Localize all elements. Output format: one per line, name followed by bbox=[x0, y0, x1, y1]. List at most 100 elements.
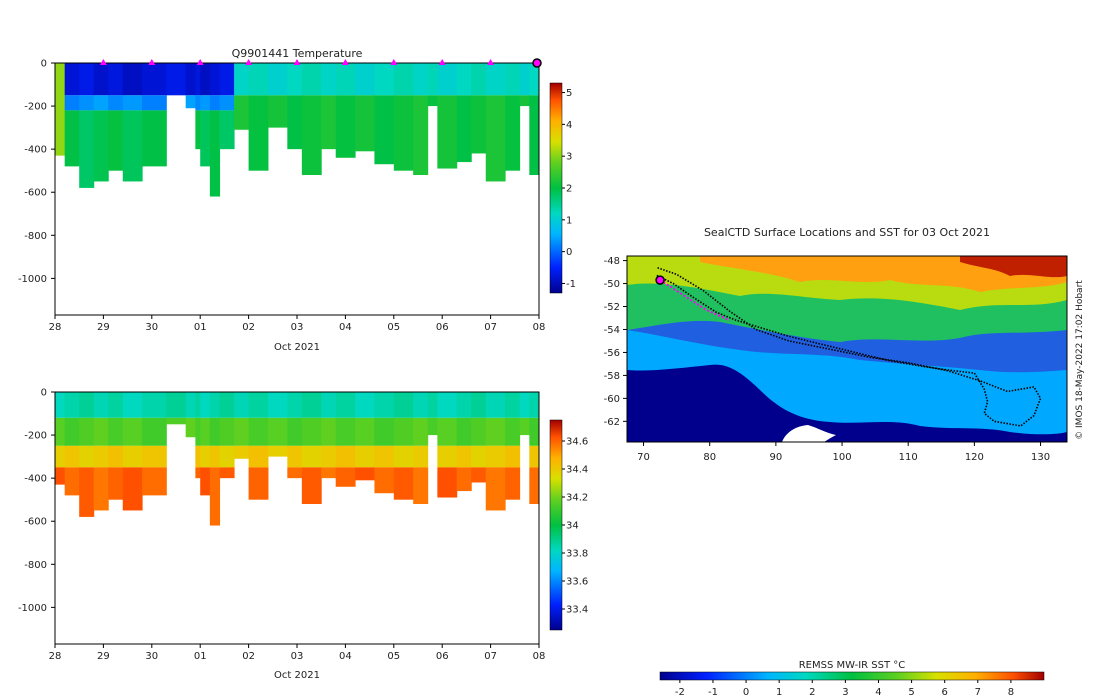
heatmap-cell bbox=[413, 63, 429, 96]
heatmap-cell bbox=[64, 417, 80, 446]
heatmap-cell bbox=[393, 392, 414, 418]
x-tick-label: 06 bbox=[436, 651, 449, 662]
heatmap-cell bbox=[234, 445, 250, 459]
heatmap-cell bbox=[287, 392, 303, 418]
heatmap-cell bbox=[529, 63, 539, 96]
heatmap-cell bbox=[195, 110, 201, 150]
heatmap-cell bbox=[456, 467, 472, 492]
heatmap-cell bbox=[393, 467, 414, 500]
heatmap-cell bbox=[393, 445, 414, 468]
heatmap-cell bbox=[374, 392, 395, 418]
map-y-tick-label: -52 bbox=[604, 302, 620, 313]
heatmap-cell bbox=[122, 445, 143, 468]
heatmap-cell bbox=[427, 63, 438, 96]
sst-colorbar-tick-label: 2 bbox=[809, 687, 815, 698]
heatmap-cell bbox=[209, 63, 221, 96]
map-y-tick-label: -62 bbox=[604, 417, 620, 428]
heatmap-cell bbox=[209, 110, 221, 197]
heatmap-cell bbox=[93, 63, 109, 96]
heatmap-cell bbox=[142, 417, 167, 446]
heatmap-cell bbox=[200, 95, 211, 111]
sst-colorbar-tick-label: 6 bbox=[942, 687, 948, 698]
x-tick-label: 08 bbox=[533, 651, 546, 662]
heatmap-cell bbox=[456, 445, 472, 468]
heatmap-cell bbox=[335, 95, 356, 158]
heatmap-cell bbox=[529, 445, 539, 468]
heatmap-cell bbox=[185, 95, 196, 109]
heatmap-cell bbox=[335, 63, 356, 96]
heatmap-cell bbox=[529, 392, 539, 418]
heatmap-cell bbox=[234, 63, 250, 96]
heatmap-cell bbox=[200, 467, 211, 496]
heatmap-cell bbox=[248, 417, 269, 446]
y-tick-label: -1000 bbox=[18, 603, 47, 614]
heatmap-cell bbox=[142, 392, 167, 418]
sst-colorbar-tick-label: 1 bbox=[776, 687, 782, 698]
heatmap-cell bbox=[64, 392, 80, 418]
map-x-tick-label: 70 bbox=[637, 452, 650, 463]
sst-colorbar-tick-label: 0 bbox=[743, 687, 749, 698]
heatmap-cell bbox=[200, 110, 211, 167]
x-tick-label: 02 bbox=[242, 651, 255, 662]
heatmap-cell bbox=[321, 417, 337, 446]
x-tick-label: 01 bbox=[194, 651, 207, 662]
colorbar-tick-label: 0 bbox=[566, 247, 572, 258]
heatmap-cell bbox=[485, 63, 506, 96]
heatmap-cell bbox=[64, 110, 80, 167]
x-tick-label: 05 bbox=[387, 322, 400, 333]
x-tick-label: 30 bbox=[145, 322, 158, 333]
salinity-x-axis: 28 29 30 01 02 03 04 05 06 07 08 bbox=[49, 644, 546, 662]
profile-marker bbox=[487, 59, 495, 65]
heatmap-cell bbox=[301, 95, 322, 175]
heatmap-cell bbox=[93, 467, 109, 511]
heatmap-cell bbox=[248, 467, 269, 500]
profile-marker bbox=[196, 59, 204, 65]
colorbar-tick-label: -1 bbox=[566, 279, 576, 290]
heatmap-cell bbox=[355, 95, 375, 152]
heatmap-cell bbox=[79, 95, 95, 111]
heatmap-cell bbox=[122, 63, 143, 96]
heatmap-cell bbox=[267, 95, 288, 128]
heatmap-cell bbox=[195, 445, 201, 468]
heatmap-cell bbox=[185, 417, 196, 438]
heatmap-cell bbox=[413, 445, 429, 468]
heatmap-cell bbox=[321, 63, 337, 96]
map-y-tick-label: -48 bbox=[604, 256, 620, 267]
salinity-panel: 0 -200 -400 -600 -800 -1000 28 29 30 01 02 03 04 05 0… bbox=[18, 388, 588, 682]
heatmap-cell bbox=[79, 417, 95, 446]
heatmap-cell bbox=[267, 445, 288, 457]
heatmap-cell bbox=[437, 445, 458, 468]
heatmap-cell bbox=[437, 95, 458, 169]
y-tick-label: -200 bbox=[24, 431, 47, 442]
heatmap-cell bbox=[234, 417, 250, 446]
y-tick-label: -600 bbox=[24, 188, 47, 199]
heatmap-cell bbox=[321, 467, 337, 479]
map-y-tick-label: -56 bbox=[604, 348, 620, 359]
heatmap-cell bbox=[219, 467, 235, 479]
heatmap-cell bbox=[301, 63, 322, 96]
salinity-y-axis: 0 -200 -400 -600 -800 -1000 bbox=[18, 388, 55, 614]
x-tick-label: 06 bbox=[436, 322, 449, 333]
x-tick-label: 08 bbox=[533, 322, 546, 333]
x-tick-label: 29 bbox=[97, 322, 110, 333]
heatmap-cell bbox=[355, 63, 375, 96]
heatmap-cell bbox=[456, 417, 472, 446]
heatmap-cell bbox=[209, 467, 221, 526]
heatmap-cell bbox=[122, 95, 143, 111]
colorbar-tick-label: 33.6 bbox=[566, 577, 588, 588]
heatmap-cell bbox=[287, 63, 303, 96]
x-tick-label: 02 bbox=[242, 322, 255, 333]
heatmap-cell bbox=[234, 392, 250, 418]
heatmap-cell bbox=[219, 392, 235, 418]
y-tick-label: 0 bbox=[41, 59, 47, 70]
x-tick-label: 29 bbox=[97, 651, 110, 662]
heatmap-cell bbox=[209, 417, 221, 446]
heatmap-cell bbox=[485, 445, 506, 468]
heatmap-cell bbox=[79, 445, 95, 468]
heatmap-cell bbox=[142, 110, 167, 167]
heatmap-cell bbox=[200, 445, 211, 468]
heatmap-cell bbox=[471, 445, 487, 468]
heatmap-cell bbox=[374, 445, 395, 468]
heatmap-cell bbox=[267, 417, 288, 446]
temperature-title: Q9901441 Temperature bbox=[232, 47, 363, 60]
